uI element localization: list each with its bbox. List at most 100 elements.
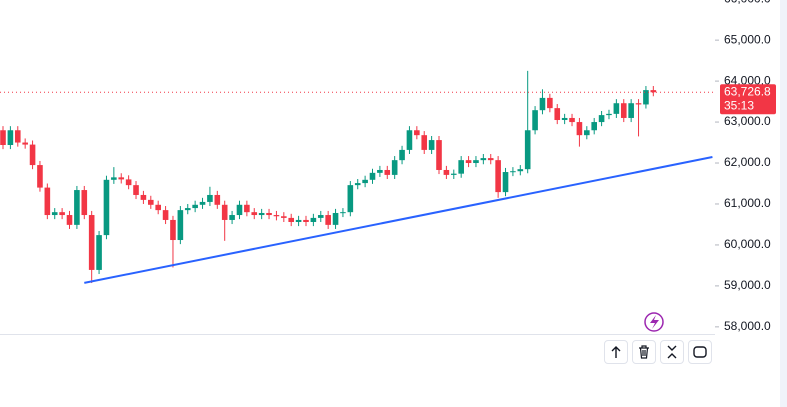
y-tick-label: 63,000.0 bbox=[724, 114, 771, 128]
candle-body bbox=[96, 235, 102, 270]
y-tick-label: 60,000.0 bbox=[724, 237, 771, 251]
trendline bbox=[84, 156, 713, 284]
candle-body bbox=[362, 179, 368, 184]
candle-body bbox=[650, 90, 657, 93]
candle-body bbox=[266, 212, 272, 216]
candle-body bbox=[384, 169, 391, 175]
candle-body bbox=[436, 140, 442, 170]
candle-body bbox=[428, 140, 435, 150]
candle-body bbox=[295, 219, 302, 222]
candle-body bbox=[354, 183, 361, 186]
countdown-label: 35:13 bbox=[724, 98, 754, 112]
candle-body bbox=[199, 201, 206, 205]
candle-body bbox=[547, 97, 553, 109]
candle-body bbox=[620, 103, 627, 118]
y-tick-label: 61,000.0 bbox=[724, 196, 771, 210]
candle-body bbox=[414, 130, 420, 136]
candle-body bbox=[59, 212, 65, 216]
candle-body bbox=[391, 160, 398, 175]
candle-body bbox=[325, 215, 331, 225]
candle-body bbox=[539, 97, 546, 111]
candle-body bbox=[517, 169, 524, 172]
candle-body bbox=[613, 103, 620, 114]
candle-body bbox=[532, 110, 538, 131]
candle-body bbox=[576, 122, 583, 136]
candle-body bbox=[251, 212, 258, 216]
candle-body bbox=[406, 130, 413, 150]
last-price-box bbox=[720, 84, 776, 115]
candle-body bbox=[598, 115, 605, 123]
candle-body bbox=[207, 194, 213, 202]
candle-body bbox=[584, 130, 590, 136]
y-tick-label: 64,000.0 bbox=[724, 73, 771, 87]
candle-body bbox=[473, 160, 479, 164]
candle-body bbox=[524, 130, 531, 170]
candle-body bbox=[561, 117, 568, 121]
candle-body bbox=[369, 172, 376, 180]
candle-body bbox=[317, 215, 324, 218]
candle-body bbox=[81, 190, 88, 216]
scroll-up-button[interactable] bbox=[604, 340, 628, 364]
candle-body bbox=[155, 204, 161, 211]
candle-body bbox=[458, 160, 464, 174]
candle-body bbox=[399, 149, 405, 161]
trash-icon bbox=[639, 345, 649, 359]
candle-body bbox=[281, 216, 287, 218]
candle-body bbox=[177, 210, 184, 241]
candle-body bbox=[14, 130, 21, 143]
y-tick-label: 62,000.0 bbox=[724, 155, 771, 169]
candle-body bbox=[44, 187, 51, 216]
scrollbar bbox=[780, 0, 787, 407]
candle-body bbox=[74, 190, 80, 225]
candle-body bbox=[502, 172, 509, 193]
candle-body bbox=[421, 135, 428, 150]
lightning-glyph bbox=[650, 315, 659, 329]
candle-body bbox=[244, 204, 250, 213]
up-icon bbox=[611, 346, 621, 358]
candle-body bbox=[103, 179, 110, 236]
candle-body bbox=[450, 173, 457, 175]
candle-body bbox=[140, 194, 147, 200]
candle-body bbox=[569, 117, 575, 123]
candle-body bbox=[465, 160, 472, 164]
candle-body bbox=[377, 169, 383, 173]
delete-button[interactable] bbox=[632, 340, 656, 364]
candle-body bbox=[591, 122, 597, 131]
candle-body bbox=[88, 215, 95, 270]
candle-body bbox=[214, 194, 221, 205]
candle-body bbox=[332, 212, 339, 225]
candle-body bbox=[51, 212, 58, 216]
candle-body bbox=[258, 212, 265, 216]
candle-body bbox=[221, 204, 228, 220]
candle-body bbox=[7, 130, 14, 145]
y-tick-label: 59,000.0 bbox=[724, 278, 771, 292]
candle-body bbox=[554, 108, 561, 121]
candle-body bbox=[184, 208, 191, 211]
candle-body bbox=[606, 113, 612, 116]
candle-body bbox=[37, 165, 43, 188]
candle-body bbox=[495, 160, 501, 193]
candle-body bbox=[303, 219, 309, 222]
candle-body bbox=[0, 130, 6, 145]
last-price-label: 63,726.8 bbox=[724, 84, 771, 98]
y-tick-label: 66,000.0 bbox=[724, 0, 771, 5]
candle-body bbox=[628, 103, 634, 118]
candle-body bbox=[236, 204, 243, 216]
lightning-icon[interactable] bbox=[644, 312, 664, 332]
candle-body bbox=[229, 215, 235, 220]
candle-body bbox=[643, 90, 649, 105]
candle-body bbox=[443, 169, 450, 175]
y-tick-label: 65,000.0 bbox=[724, 32, 771, 46]
candle-body bbox=[148, 199, 154, 205]
candle-body bbox=[635, 103, 642, 105]
candle-body bbox=[111, 177, 117, 180]
candle-body bbox=[347, 185, 354, 213]
collapse-icon bbox=[667, 345, 677, 359]
maximize-button[interactable] bbox=[688, 340, 712, 364]
candle-body bbox=[66, 215, 73, 225]
collapse-button[interactable] bbox=[660, 340, 684, 364]
y-tick-label: 58,000.0 bbox=[724, 319, 771, 333]
candle-body bbox=[510, 171, 516, 173]
candle-body bbox=[340, 212, 346, 214]
